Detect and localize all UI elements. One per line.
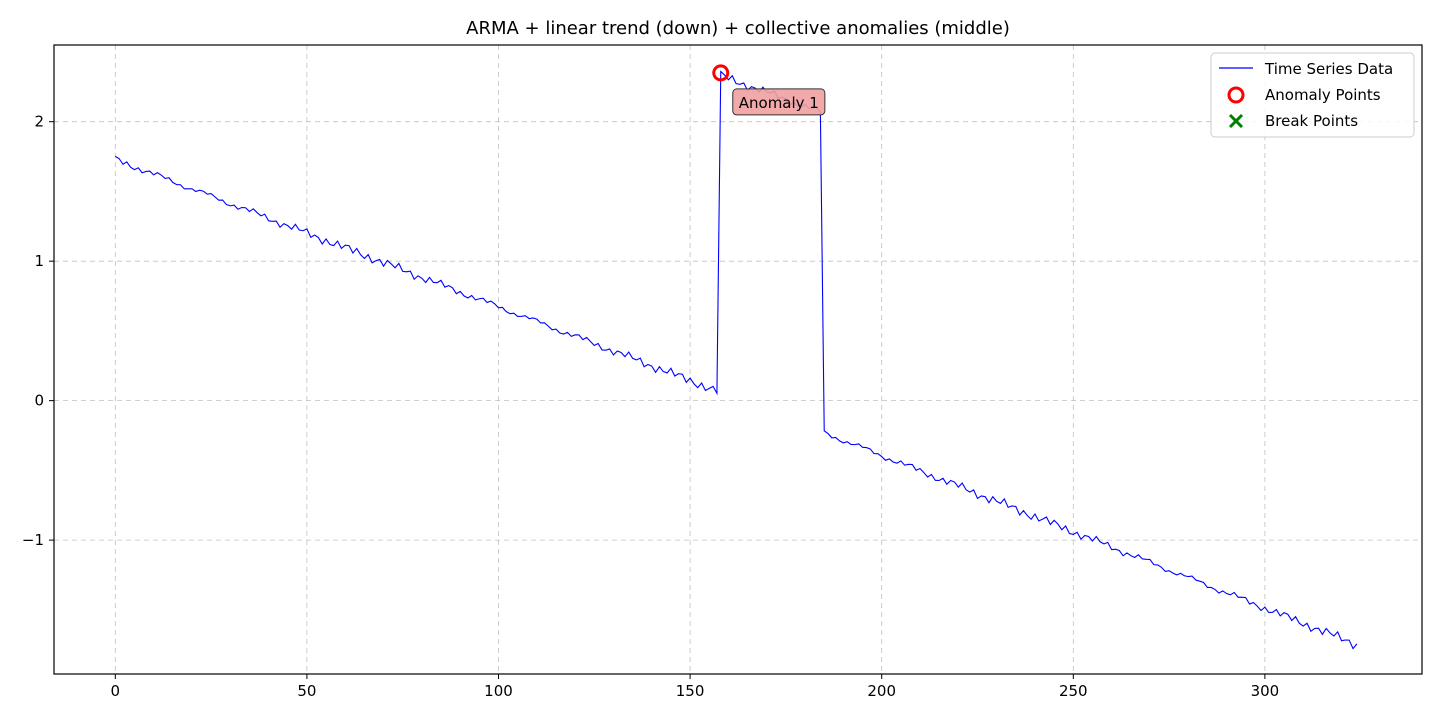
legend: Time Series Data Anomaly Points Break Po… <box>1210 52 1415 138</box>
legend-label-anomaly-points: Anomaly Points <box>1265 86 1381 104</box>
x-tick-label: 0 <box>111 682 121 700</box>
annotation-box <box>732 88 826 116</box>
x-tick-label: 50 <box>297 682 316 700</box>
x-tick-label: 100 <box>484 682 513 700</box>
legend-box <box>1210 52 1415 138</box>
plot-frame <box>53 44 1423 675</box>
y-tick-label: 2 <box>34 113 44 131</box>
marker-layer <box>712 64 730 82</box>
legend-label-time-series: Time Series Data <box>1264 60 1393 78</box>
legend-break-marker <box>1228 113 1244 129</box>
y-tick-label: 1 <box>34 252 44 270</box>
legend-anomaly-marker <box>1227 86 1245 104</box>
legend-label-break-points: Break Points <box>1265 112 1358 130</box>
series-layer <box>115 70 1358 650</box>
x-tick-label: 300 <box>1251 682 1280 700</box>
x-tick-label: 250 <box>1059 682 1088 700</box>
axis-ticks: 0 50 100 150 200 250 300 −1 0 1 2 <box>22 113 1279 700</box>
grid <box>54 45 1422 674</box>
annotation-label: Anomaly 1 <box>739 94 819 112</box>
x-tick-label: 150 <box>676 682 705 700</box>
annotation: Anomaly 1 <box>732 88 826 116</box>
chart-title: ARMA + linear trend (down) + collective … <box>466 18 1010 39</box>
series-line-time-series-data <box>115 70 1358 650</box>
annotation-layer: Anomaly 1 <box>732 88 826 116</box>
anomaly-point <box>712 64 730 82</box>
x-tick-label: 200 <box>867 682 896 700</box>
y-tick-label: −1 <box>22 531 44 549</box>
y-tick-label: 0 <box>34 392 44 410</box>
